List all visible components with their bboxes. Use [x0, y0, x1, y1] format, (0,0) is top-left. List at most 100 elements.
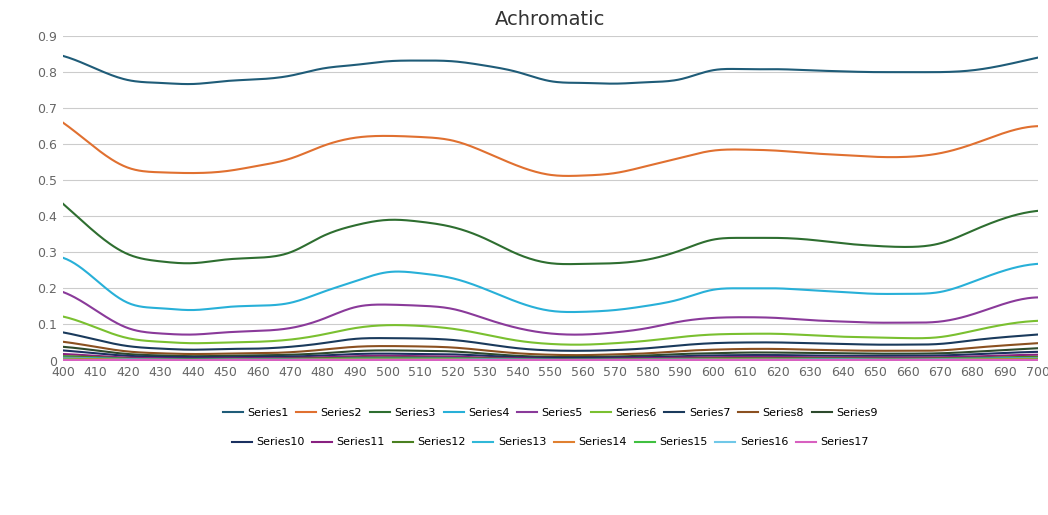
Series1: [1031, 55, 1044, 61]
Line: Series4: Series4: [63, 258, 1038, 312]
Line: Series2: Series2: [63, 123, 1038, 176]
Series13: [584, 357, 596, 363]
Series4: [57, 255, 69, 261]
Series9: [520, 353, 532, 359]
Series16: [102, 357, 114, 363]
Series14: [57, 356, 69, 362]
Series10: [586, 355, 598, 361]
Series13: [525, 356, 538, 363]
Series2: [1009, 126, 1022, 132]
Series8: [525, 351, 538, 357]
Series7: [586, 348, 598, 354]
Line: Series12: Series12: [63, 356, 1038, 359]
Series16: [57, 357, 69, 363]
Series13: [1031, 355, 1044, 361]
Line: Series15: Series15: [63, 359, 1038, 360]
Series10: [57, 347, 69, 353]
Series2: [525, 167, 538, 174]
Series12: [597, 356, 610, 363]
Series1: [586, 80, 598, 86]
Series12: [1031, 354, 1044, 360]
Series11: [57, 351, 69, 357]
Series6: [525, 339, 538, 346]
Series15: [637, 357, 650, 363]
Series14: [522, 357, 534, 363]
Series12: [520, 356, 532, 362]
Series14: [1011, 356, 1024, 362]
Series4: [638, 303, 651, 309]
Line: Series8: Series8: [63, 342, 1038, 355]
Series6: [520, 339, 532, 345]
Series3: [1009, 212, 1022, 218]
Series17: [70, 357, 83, 363]
Series13: [1009, 355, 1022, 362]
Series1: [522, 72, 534, 78]
Series11: [1031, 352, 1044, 358]
Line: Series6: Series6: [63, 317, 1038, 345]
Series17: [588, 357, 601, 363]
Series15: [855, 357, 868, 363]
Series8: [520, 351, 532, 357]
Series5: [525, 328, 538, 334]
Series16: [857, 357, 870, 363]
Series1: [57, 53, 69, 59]
Series17: [1031, 357, 1044, 363]
Series14: [1031, 356, 1044, 362]
Series7: [520, 346, 532, 352]
Line: Series11: Series11: [63, 354, 1038, 359]
Series11: [638, 355, 651, 362]
Line: Series1: Series1: [63, 56, 1038, 84]
Series12: [638, 356, 651, 362]
Series3: [586, 261, 598, 267]
Series4: [857, 290, 870, 297]
Series15: [57, 356, 69, 363]
Series10: [1009, 349, 1022, 355]
Series17: [523, 357, 536, 363]
Series10: [525, 354, 538, 360]
Line: Series10: Series10: [63, 350, 1038, 358]
Series1: [527, 74, 540, 80]
Series4: [520, 302, 532, 308]
Series10: [520, 354, 532, 360]
Series15: [584, 357, 596, 363]
Series15: [525, 357, 538, 363]
Series16: [1031, 357, 1044, 363]
Series9: [559, 354, 571, 360]
Series16: [1009, 357, 1022, 363]
Series14: [561, 357, 573, 363]
Series6: [638, 338, 651, 344]
Series16: [638, 357, 651, 363]
Series3: [520, 254, 532, 261]
Series17: [640, 357, 653, 363]
Series2: [1031, 123, 1044, 129]
Series17: [859, 357, 872, 363]
Series16: [522, 357, 534, 363]
Legend: Series10, Series11, Series12, Series13, Series14, Series15, Series16, Series17: Series10, Series11, Series12, Series13, …: [232, 437, 869, 448]
Series17: [57, 357, 69, 363]
Series14: [859, 357, 872, 363]
Series16: [586, 357, 598, 363]
Series10: [1031, 349, 1044, 355]
Series2: [586, 172, 598, 178]
Series3: [525, 256, 538, 262]
Series14: [64, 355, 77, 362]
Series9: [1009, 347, 1022, 353]
Series13: [520, 356, 532, 363]
Series13: [57, 354, 69, 360]
Series3: [638, 257, 651, 263]
Series13: [857, 356, 870, 363]
Title: Achromatic: Achromatic: [495, 10, 606, 29]
Series17: [168, 357, 180, 363]
Series14: [527, 357, 540, 363]
Series14: [640, 357, 653, 363]
Series4: [565, 309, 577, 315]
Series2: [57, 119, 69, 126]
Series4: [586, 308, 598, 315]
Series9: [1031, 345, 1044, 351]
Series2: [563, 173, 575, 179]
Series9: [857, 351, 870, 357]
Series10: [638, 354, 651, 360]
Series6: [586, 341, 598, 348]
Series1: [181, 81, 194, 87]
Series2: [520, 166, 532, 172]
